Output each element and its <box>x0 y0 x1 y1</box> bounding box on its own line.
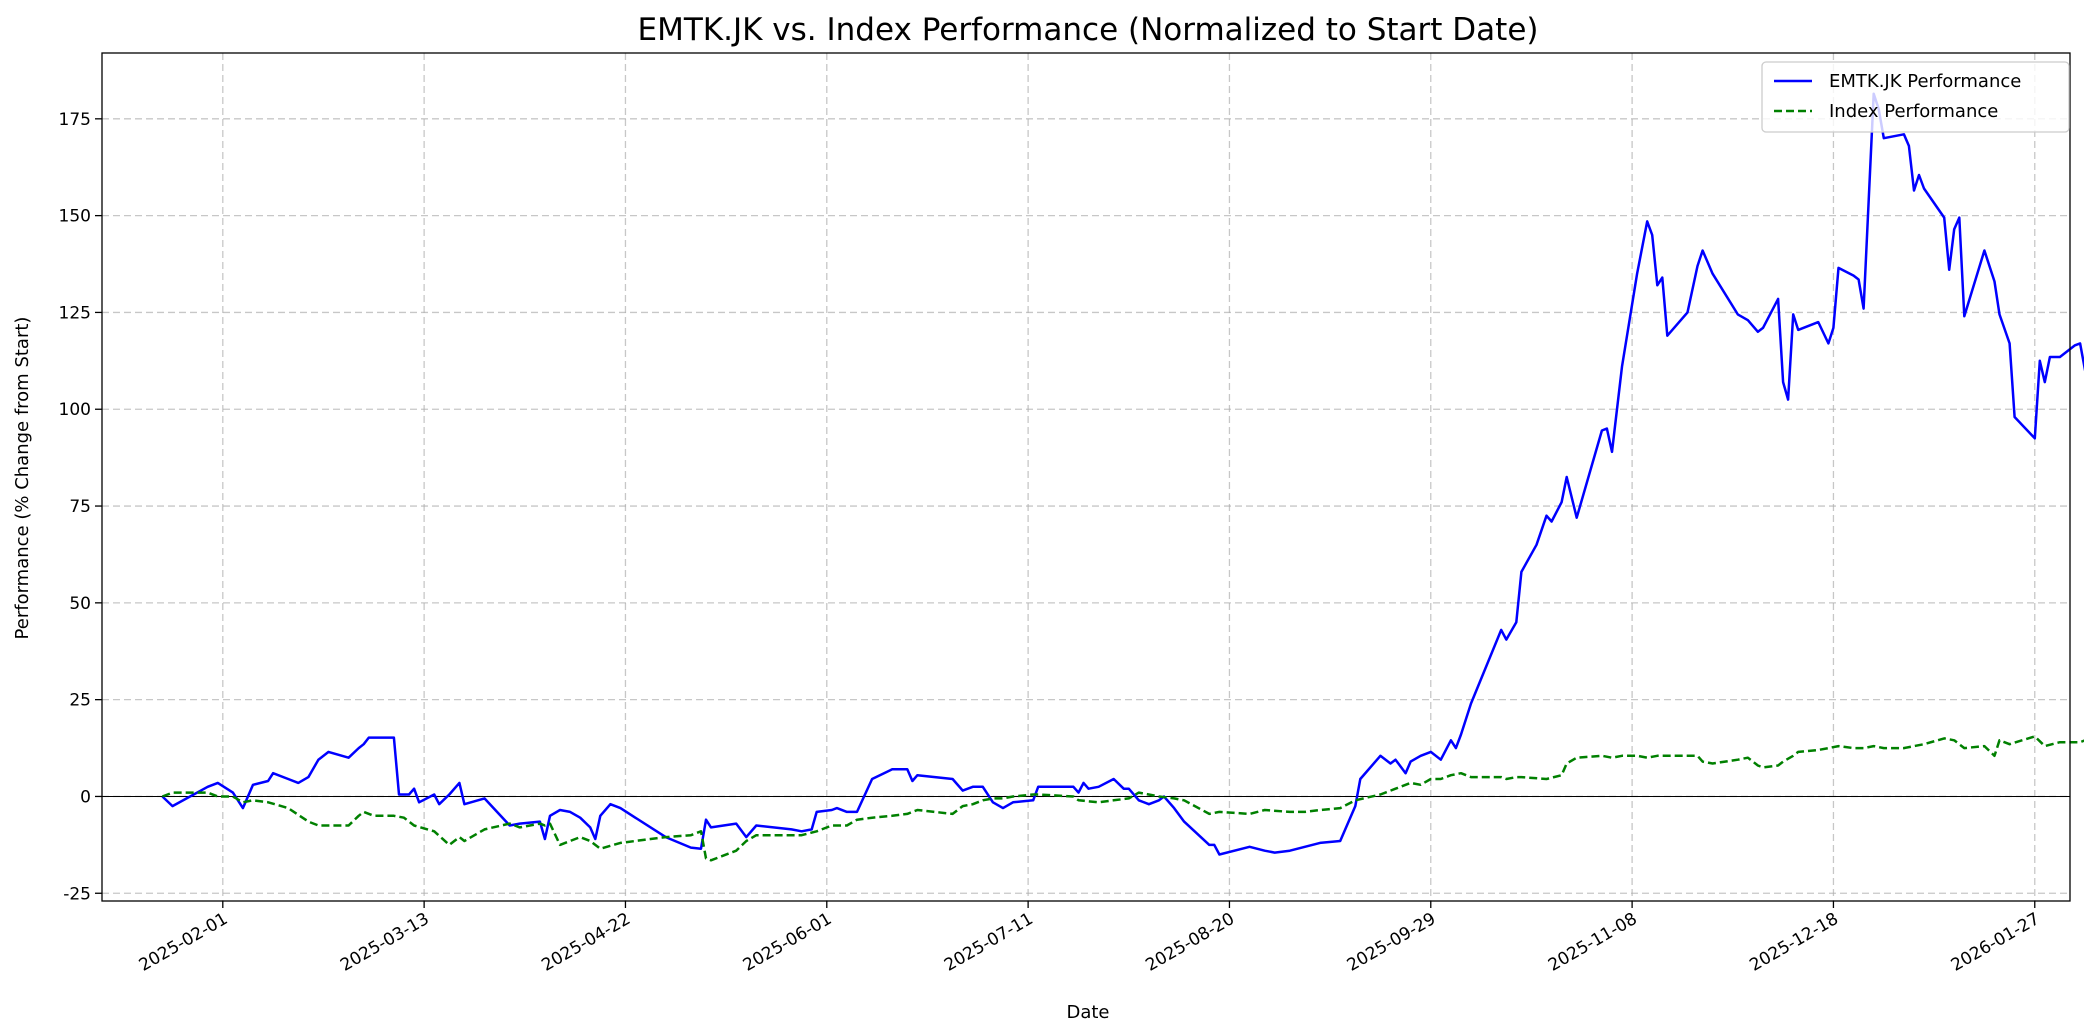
plot-frame <box>101 52 2071 902</box>
y-tick-label: 0 <box>80 787 91 807</box>
legend-label-index: Index Performance <box>1829 101 1998 122</box>
y-tick-label: -25 <box>63 884 91 904</box>
x-axis-label: Date <box>1066 1002 1109 1023</box>
legend-label-emtk: EMTK.JK Performance <box>1829 71 2021 92</box>
y-axis: -25 0 25 50 75 100 125 150 175 <box>59 110 102 904</box>
y-tick-label: 125 <box>59 303 91 323</box>
series-line-index <box>161 735 2084 862</box>
y-tick-label: 25 <box>69 691 91 711</box>
legend-box <box>1761 61 2070 133</box>
series-layer <box>161 92 2084 862</box>
y-tick-label: 50 <box>69 594 91 614</box>
y-tick-label: 150 <box>59 207 91 227</box>
y-axis-label: Performance (% Change from Start) <box>12 317 33 640</box>
series-line-emtk <box>161 92 2084 856</box>
y-tick-label: 100 <box>59 400 91 420</box>
y-tick-label: 75 <box>69 497 91 517</box>
legend: EMTK.JK Performance Index Performance <box>1761 61 2070 133</box>
chart-title: EMTK.JK vs. Index Performance (Normalize… <box>638 12 1539 48</box>
y-tick-label: 175 <box>59 110 91 130</box>
